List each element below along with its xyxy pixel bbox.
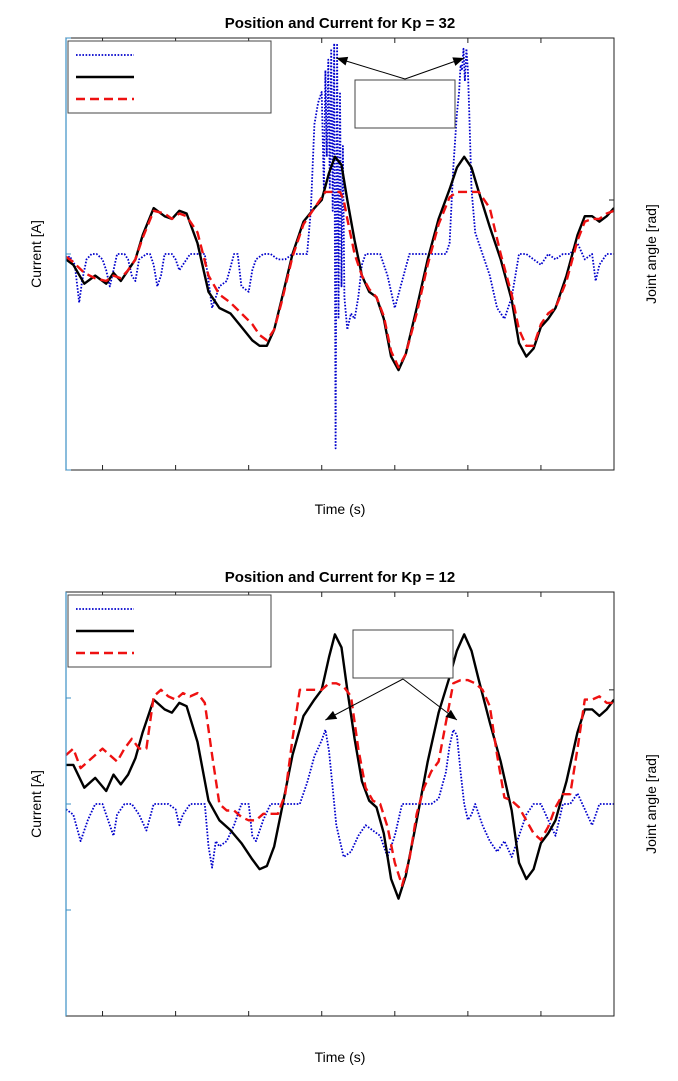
annotation-arrow-line — [336, 57, 406, 80]
x-axis-label: Time (s) — [315, 501, 366, 517]
annotation-box — [352, 629, 454, 679]
left-axis-label: Current [A] — [28, 220, 44, 288]
chart-kp32: Position and Current for Kp = 32 Time (s… — [28, 15, 659, 517]
series-line-measured-current — [66, 42, 614, 450]
left-axis-label: Current [A] — [28, 770, 44, 838]
annotation-arrowhead — [336, 56, 349, 66]
right-axis-label: Joint angle [rad] — [643, 204, 659, 304]
annotation-arrow-line — [402, 678, 458, 721]
chart-title: Position and Current for Kp = 32 — [225, 15, 455, 32]
annotation-box — [354, 79, 456, 129]
series-line-measured-position — [66, 190, 614, 369]
annotation-arrowhead — [445, 709, 457, 720]
chart-title: Position and Current for Kp = 12 — [225, 569, 455, 586]
annotation-arrowhead — [452, 57, 465, 66]
right-axis-label: Joint angle [rad] — [643, 754, 659, 854]
x-axis-label: Time (s) — [315, 1049, 366, 1065]
series-line-measured-position — [66, 678, 614, 887]
series-line-measured-current — [66, 728, 614, 869]
chart-kp12: Position and Current for Kp = 12 Time (s… — [28, 569, 659, 1065]
annotation-arrowhead — [325, 710, 338, 720]
series-group — [66, 42, 614, 450]
annotation-arrow-line — [325, 678, 404, 721]
series-group — [66, 633, 614, 900]
